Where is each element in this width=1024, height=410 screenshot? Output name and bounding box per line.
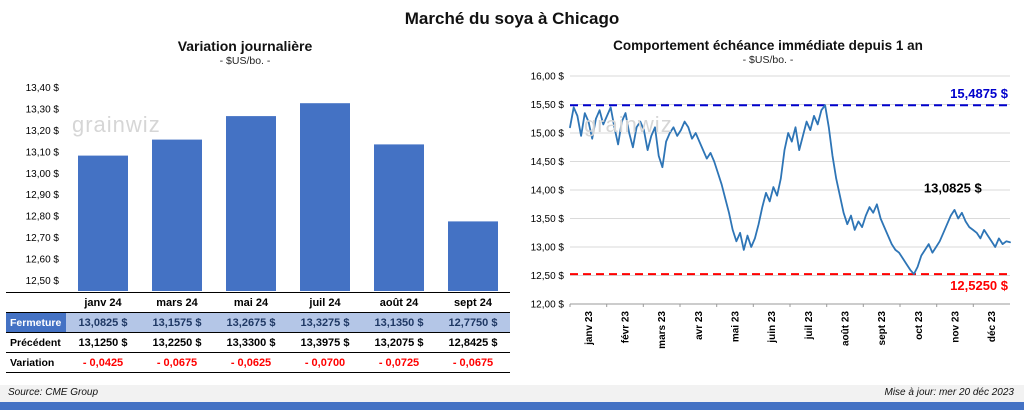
bar (226, 116, 276, 291)
table-col-header: sept 24 (436, 292, 510, 313)
bar (300, 103, 350, 291)
previous-value: 13,3975 $ (288, 332, 362, 353)
bar-ytick-label: 13,40 $ (26, 83, 60, 94)
bar (78, 155, 128, 291)
line-xtick-label: nov 23 (951, 311, 962, 343)
watermark: grainwiz (72, 112, 161, 137)
line-xtick-label: avr 23 (694, 311, 705, 340)
bar-ytick-label: 13,30 $ (26, 105, 60, 116)
close-value: 13,3275 $ (288, 312, 362, 333)
bar-chart-subtitle: - $US/bo. - (219, 55, 271, 67)
variation-value: - 0,0675 (436, 352, 510, 373)
close-value: 13,1575 $ (140, 312, 214, 333)
previous-value: 13,3300 $ (214, 332, 288, 353)
line-ytick-label: 14,00 $ (531, 186, 565, 197)
line-xtick-label: févr 23 (621, 311, 632, 344)
bar-chart: 13,40 $ 13,30 $ 13,20 $ 13,10 $ 13,00 $ 12,90… (26, 83, 498, 291)
previous-value: 13,2075 $ (362, 332, 436, 353)
line-ytick-label: 15,00 $ (531, 129, 565, 140)
line-xtick-label: juil 23 (804, 311, 815, 341)
close-value: 12,7750 $ (436, 312, 510, 333)
line-ytick-label: 13,50 $ (531, 214, 565, 225)
table-row-fermeture: Fermeture 13,0825 $ 13,1575 $ 13,2675 $ … (6, 312, 510, 333)
line-chart-subtitle: - $US/bo. - (742, 54, 794, 66)
daily-variation-panel: Variation journalière - $US/bo. - 13,40 … (6, 38, 512, 373)
line-chart: 16,00 $ 15,50 $ 15,00 $ 14,50 $ 14,00 $ 13,50… (531, 72, 1011, 349)
row-label: Fermeture (6, 312, 66, 333)
line-xtick-label: août 23 (841, 311, 852, 346)
last-close-label: 13,0825 $ (924, 180, 983, 195)
footer: Source: CME Group Mise à jour: mer 20 dé… (0, 385, 1024, 402)
price-line (569, 104, 1011, 275)
bar-ytick-label: 12,90 $ (26, 190, 60, 201)
page-title: Marché du soya à Chicago (404, 9, 620, 28)
bar-ytick-label: 13,00 $ (26, 169, 60, 180)
variation-value: - 0,0675 (140, 352, 214, 373)
line-ytick-label: 14,50 $ (531, 157, 565, 168)
line-xtick-label: déc 23 (987, 311, 998, 343)
price-table: janv 24 mars 24 mai 24 juil 24 août 24 s… (6, 292, 510, 373)
table-header-row: janv 24 mars 24 mai 24 juil 24 août 24 s… (6, 292, 510, 313)
variation-value: - 0,0725 (362, 352, 436, 373)
table-row-precedent: Précédent 13,1250 $ 13,2250 $ 13,3300 $ … (6, 332, 510, 353)
line-ytick-label: 15,50 $ (531, 100, 565, 111)
front-month-panel: Comportement échéance immédiate depuis 1… (518, 38, 1018, 362)
line-ytick-label: 12,00 $ (531, 300, 565, 311)
line-ytick-label: 12,50 $ (531, 271, 565, 282)
table-col-header: août 24 (362, 292, 436, 313)
bar-ytick-label: 12,50 $ (26, 276, 60, 287)
source-note: Source: CME Group (8, 387, 99, 398)
max-price-label: 15,4875 $ (950, 86, 1009, 101)
table-corner-cell (6, 292, 66, 313)
close-value: 13,2675 $ (214, 312, 288, 333)
previous-value: 12,8425 $ (436, 332, 510, 353)
line-xtick-label: sept 23 (877, 311, 888, 346)
line-ytick-label: 13,00 $ (531, 243, 565, 254)
bar-ytick-label: 13,10 $ (26, 147, 60, 158)
line-xtick-label: juin 23 (767, 311, 778, 344)
bar (152, 139, 202, 291)
line-xtick-label: oct 23 (914, 311, 925, 340)
bar-ytick-label: 12,60 $ (26, 254, 60, 265)
variation-value: - 0,0425 (66, 352, 140, 373)
row-label: Précédent (6, 332, 66, 353)
variation-value: - 0,0625 (214, 352, 288, 373)
watermark: grainwiz (584, 112, 673, 137)
variation-value: - 0,0700 (288, 352, 362, 373)
previous-value: 13,2250 $ (140, 332, 214, 353)
row-label: Variation (6, 352, 66, 373)
table-row-variation: Variation - 0,0425 - 0,0675 - 0,0625 - 0… (6, 352, 510, 373)
line-chart-title: Comportement échéance immédiate depuis 1… (613, 38, 923, 53)
bar-ytick-label: 12,70 $ (26, 233, 60, 244)
bottom-accent-bar (0, 402, 1024, 410)
line-xtick-label: mars 23 (657, 311, 668, 349)
bar-ytick-label: 12,80 $ (26, 212, 60, 223)
min-price-label: 12,5250 $ (950, 278, 1009, 293)
bar (448, 221, 498, 291)
close-value: 13,1350 $ (362, 312, 436, 333)
bar-ytick-label: 13,20 $ (26, 126, 60, 137)
line-ytick-label: 16,00 $ (531, 72, 565, 83)
table-col-header: janv 24 (66, 292, 140, 313)
table-col-header: mai 24 (214, 292, 288, 313)
close-value: 13,0825 $ (66, 312, 140, 333)
bar-chart-title: Variation journalière (177, 38, 313, 54)
line-xtick-label: janv 23 (584, 311, 595, 346)
table-col-header: mars 24 (140, 292, 214, 313)
bar (374, 144, 424, 291)
line-xtick-label: mai 23 (731, 311, 742, 343)
table-col-header: juil 24 (288, 292, 362, 313)
previous-value: 13,1250 $ (66, 332, 140, 353)
update-note: Mise à jour: mer 20 déc 2023 (884, 387, 1014, 398)
